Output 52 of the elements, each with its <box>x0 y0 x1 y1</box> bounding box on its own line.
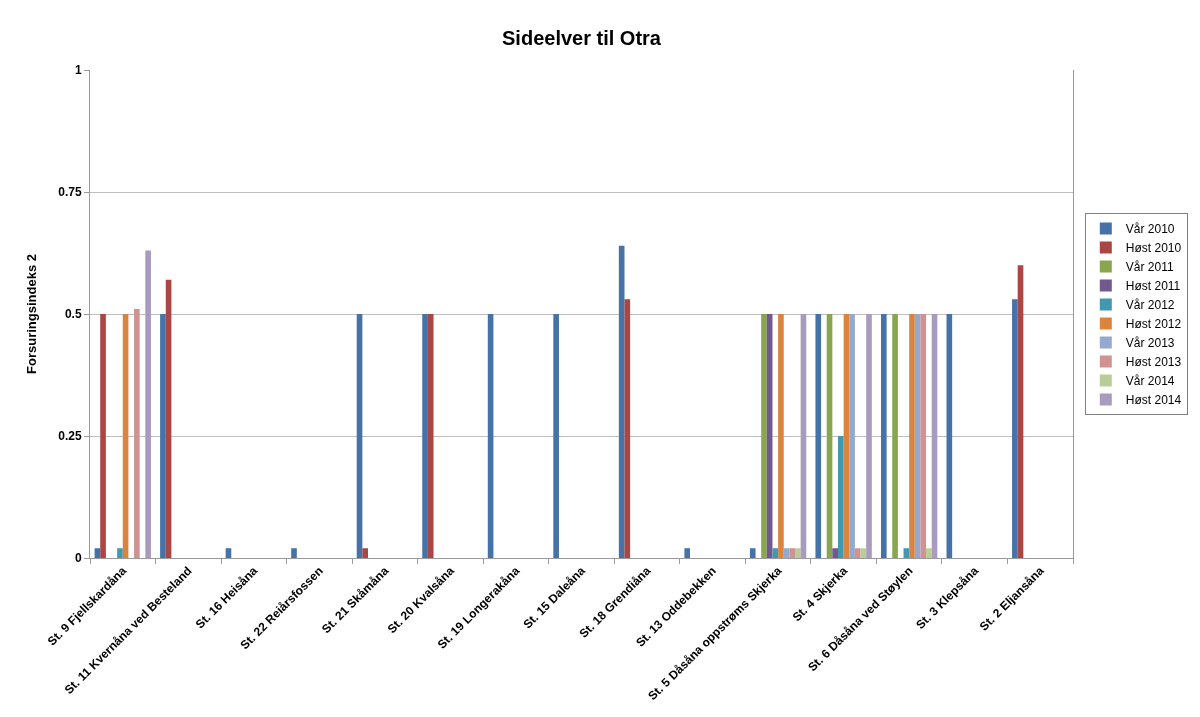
y-tick-label: 0 <box>74 551 82 566</box>
bar <box>789 548 796 558</box>
bar <box>1012 299 1018 558</box>
bar <box>684 548 691 558</box>
legend-label: Høst 2011 <box>1125 279 1181 294</box>
bar <box>291 548 297 558</box>
bar <box>880 314 887 558</box>
y-axis-title: Forsuringsindeks 2 <box>24 254 40 374</box>
legend-label: Vår 2012 <box>1125 298 1175 313</box>
bar <box>903 548 910 558</box>
legend-label: Høst 2013 <box>1125 355 1182 370</box>
legend-label: Høst 2010 <box>1125 241 1182 256</box>
bar <box>134 309 140 558</box>
bar <box>160 314 166 558</box>
bar <box>832 548 838 558</box>
legend-label: Høst 2012 <box>1125 317 1182 332</box>
bar <box>778 314 784 558</box>
bar <box>100 314 106 558</box>
legend-label: Vår 2011 <box>1125 260 1174 275</box>
bar <box>772 548 779 558</box>
bar <box>860 548 867 558</box>
bar <box>145 250 151 558</box>
bar <box>920 314 927 558</box>
bar <box>427 314 434 558</box>
bar <box>815 314 822 558</box>
legend-label: Vår 2013 <box>1125 336 1175 351</box>
bar <box>749 548 756 558</box>
bar <box>225 548 232 558</box>
bar <box>909 314 915 558</box>
bar <box>553 314 559 558</box>
bar <box>94 548 101 558</box>
legend-label: Vår 2014 <box>1125 374 1175 389</box>
bar <box>783 548 790 558</box>
bar <box>892 314 898 558</box>
bar <box>362 548 368 558</box>
y-tick-label: 1 <box>74 63 82 78</box>
bar <box>624 299 631 558</box>
bar <box>866 314 872 558</box>
bar <box>849 314 855 558</box>
y-tick-label: 0.25 <box>58 429 82 444</box>
bar <box>795 548 801 558</box>
y-tick-label: 0.75 <box>58 185 82 200</box>
chart-title: Sideelver til Otra <box>502 27 662 49</box>
bar <box>761 314 767 558</box>
bar <box>854 548 861 558</box>
legend-label: Vår 2010 <box>1125 222 1175 237</box>
bar <box>926 548 932 558</box>
legend-label: Høst 2014 <box>1125 393 1182 408</box>
y-tick-label: 0.5 <box>64 307 82 322</box>
bar <box>422 314 428 558</box>
bar <box>117 548 123 558</box>
bar <box>838 436 844 558</box>
